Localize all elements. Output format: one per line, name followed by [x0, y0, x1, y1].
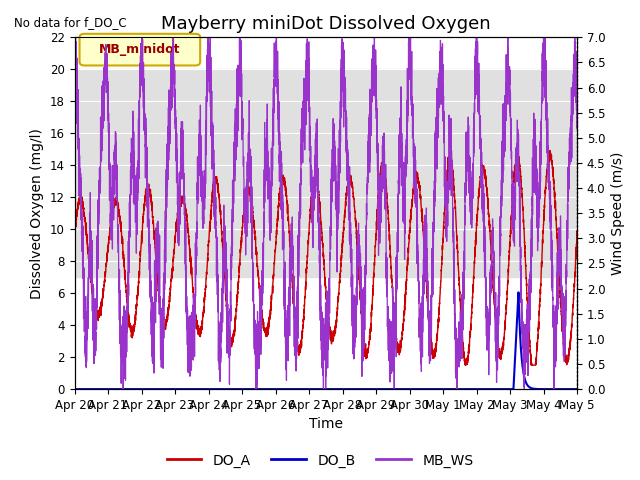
Bar: [74, 69, 577, 277]
Text: MB_minidot: MB_minidot: [99, 43, 180, 56]
Text: No data for f_DO_C: No data for f_DO_C: [14, 16, 127, 29]
Title: Mayberry miniDot Dissolved Oxygen: Mayberry miniDot Dissolved Oxygen: [161, 15, 491, 33]
Y-axis label: Wind Speed (m/s): Wind Speed (m/s): [611, 152, 625, 275]
FancyBboxPatch shape: [79, 34, 200, 65]
X-axis label: Time: Time: [309, 418, 343, 432]
Y-axis label: Dissolved Oxygen (mg/l): Dissolved Oxygen (mg/l): [30, 128, 44, 299]
Legend: DO_A, DO_B, MB_WS: DO_A, DO_B, MB_WS: [161, 448, 479, 473]
